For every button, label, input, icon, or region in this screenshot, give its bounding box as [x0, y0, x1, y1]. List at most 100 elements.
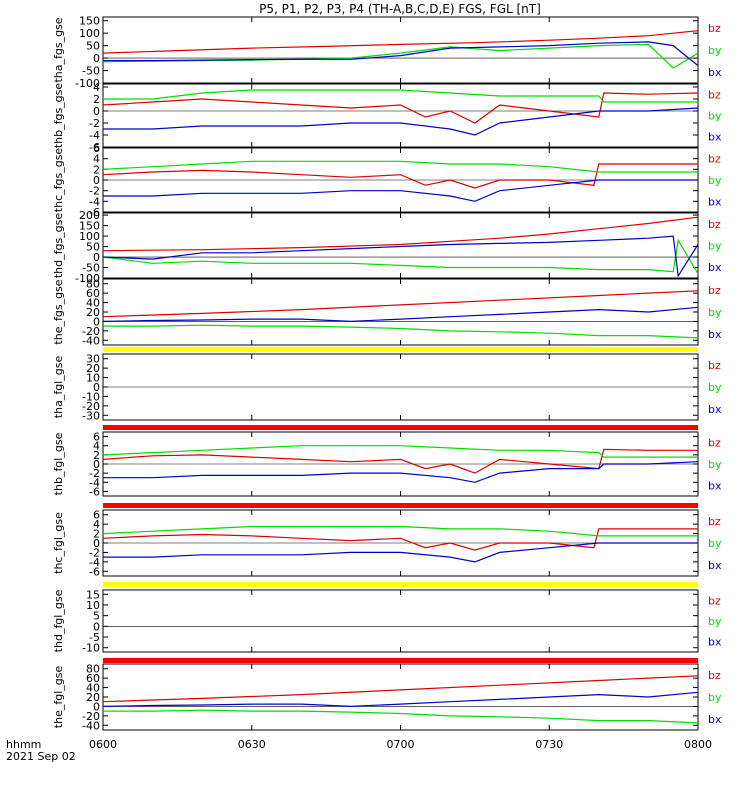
series-line-by [103, 709, 699, 724]
x-tick-label: 0800 [684, 738, 712, 751]
legend-label-by: by [708, 240, 722, 253]
series-line-bz [102, 448, 698, 474]
y-axis-label: the_fgs_gse [52, 279, 65, 344]
legend-label-bz: bz [708, 153, 721, 166]
y-tick-label: -6 [89, 485, 100, 498]
y-tick-label: -10 [82, 642, 100, 655]
legend-label-by: by [708, 174, 722, 187]
y-axis-label: thb_fgl_gse [52, 432, 65, 495]
legend-label-bz: bz [708, 218, 721, 231]
y-tick-label: -2 [89, 467, 100, 480]
y-tick-label: 50 [86, 241, 100, 254]
y-tick-label: -2 [89, 117, 100, 130]
y-tick-label: -20 [82, 710, 100, 723]
series-line-by [102, 525, 698, 537]
y-tick-label: 4 [93, 518, 100, 531]
series-line-by [103, 89, 698, 103]
y-tick-label: -4 [89, 195, 100, 208]
y-tick-label: 100 [79, 230, 100, 243]
y-tick-label: 2 [93, 163, 100, 176]
y-tick-label: -100 [75, 77, 100, 90]
series-line-bx [103, 107, 699, 136]
y-tick-label: 100 [79, 27, 100, 40]
flag-bar [103, 425, 698, 430]
series-line-bz [102, 92, 699, 124]
legend-label-bz: bz [708, 284, 721, 297]
y-tick-label: 0 [93, 458, 100, 471]
legend-label-by: by [708, 381, 722, 394]
y-tick-label: 40 [86, 682, 100, 695]
y-tick-label: 0 [93, 620, 100, 633]
series-line-bz [102, 216, 699, 252]
series-line-by [103, 324, 699, 339]
y-tick-label: -100 [75, 272, 100, 285]
y-tick-label: 2 [93, 93, 100, 106]
y-tick-label: 50 [86, 40, 100, 53]
y-tick-label: -50 [82, 262, 100, 275]
legend-label-by: by [708, 615, 722, 628]
series-line-bz [102, 290, 699, 318]
x-tick-label: 0630 [238, 738, 266, 751]
date-label: 2021 Sep 02 [6, 750, 76, 763]
y-axis-label: thc_fgl_gse [52, 512, 65, 574]
y-tick-label: 6 [93, 142, 100, 155]
legend-label-bx: bx [708, 328, 722, 341]
legend-label-bx: bx [708, 195, 722, 208]
legend-label-bz: bz [708, 22, 721, 35]
flag-bar [103, 582, 698, 587]
y-tick-label: 20 [86, 362, 100, 375]
legend-label-bx: bx [708, 131, 722, 144]
chart-title: P5, P1, P2, P3, P4 (TH-A,B,C,D,E) FGS, F… [259, 2, 541, 16]
y-tick-label: 20 [86, 691, 100, 704]
y-tick-label: -6 [89, 206, 100, 219]
y-axis-label: tha_fgl_gse [52, 356, 65, 419]
legend-label-by: by [708, 691, 722, 704]
y-tick-label: 40 [86, 297, 100, 310]
legend-label-bx: bx [708, 713, 722, 726]
legend-label-bz: bz [708, 89, 721, 102]
legend-label-bz: bz [708, 594, 721, 607]
y-axis-label: thb_fgs_gse [52, 83, 65, 149]
y-tick-label: 0 [93, 381, 100, 394]
series-line-by [102, 160, 698, 173]
y-tick-label: 15 [86, 588, 100, 601]
legend-label-bx: bx [708, 636, 722, 649]
legend-label-bx: bx [708, 559, 722, 572]
y-tick-label: 2 [93, 449, 100, 462]
series-line-bx [103, 179, 698, 202]
y-tick-label: -2 [89, 185, 100, 198]
y-tick-label: 10 [86, 599, 100, 612]
legend-label-by: by [708, 306, 722, 319]
legend-label-bz: bz [708, 359, 721, 372]
y-tick-label: -4 [89, 556, 100, 569]
series-line-bx [102, 691, 699, 708]
y-tick-label: -6 [89, 141, 100, 154]
legend-label-by: by [708, 537, 722, 550]
series-line-bz [102, 30, 699, 54]
time-axis-label: hhmm [6, 738, 41, 751]
series-line-bx [102, 306, 699, 323]
y-tick-label: -2 [89, 546, 100, 559]
y-axis-label: tha_fgs_gse [52, 17, 65, 82]
y-tick-label: -4 [89, 129, 100, 142]
y-tick-label: 0 [93, 251, 100, 264]
y-axis-label: the_fgl_gse [52, 666, 65, 729]
y-tick-label: 0 [93, 174, 100, 187]
y-tick-label: 6 [93, 431, 100, 444]
panel-frame [102, 212, 699, 279]
legend-label-bz: bz [708, 437, 721, 450]
x-tick-label: 0730 [535, 738, 563, 751]
series-line-by [102, 445, 698, 458]
y-tick-label: 60 [86, 672, 100, 685]
x-tick-label: 0600 [89, 738, 117, 751]
series-line-bz [102, 528, 698, 551]
y-tick-label: 200 [79, 209, 100, 222]
panel-2: 420-2-4-6 thb_fgs_gse bz by bx [52, 81, 722, 154]
legend-label-by: by [708, 44, 722, 57]
y-tick-label: -6 [89, 565, 100, 578]
